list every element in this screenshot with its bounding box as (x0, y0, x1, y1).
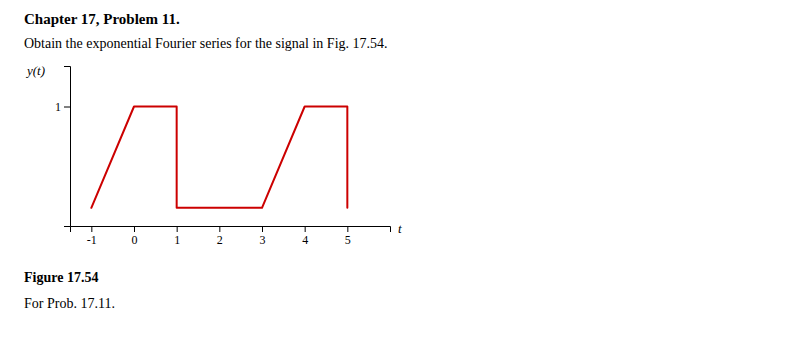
x-tick-label: 1 (174, 233, 180, 247)
annotation: Figure 17.54 (24, 270, 98, 285)
x-tick-mark (347, 226, 348, 232)
x-tick-label: -1 (87, 233, 97, 247)
x-tick-mark (305, 226, 306, 232)
x-tick-mark (134, 226, 135, 232)
y-axis-line (64, 67, 71, 227)
title: Chapter 17, Problem 11. (24, 11, 180, 27)
x-axis-label: t (398, 221, 402, 236)
x-tick-mark (262, 226, 263, 232)
x-tick-label: 0 (132, 233, 138, 247)
x-tick: 4 (302, 226, 308, 247)
y-tick-mark (64, 107, 70, 108)
x-tick-mark (219, 226, 220, 232)
x-tick-mark (91, 226, 92, 232)
x-axis: -1 0 1 2 3 4 5 (71, 226, 391, 247)
y-axis-label: y(t) (25, 63, 45, 78)
subtitle: Obtain the exponential Fourier series fo… (24, 36, 388, 51)
x-tick-mark (177, 226, 178, 232)
y-tick-label: 1 (55, 100, 61, 114)
x-tick-label: 4 (302, 233, 308, 247)
x-tick: 5 (345, 226, 351, 247)
y-axis: 1 (55, 67, 71, 227)
x-tick-label: 2 (217, 233, 223, 247)
chart: Chapter 17, Problem 11. Obtain the expone… (0, 0, 799, 338)
x-tick: 1 (174, 226, 180, 247)
x-tick: 0 (132, 226, 138, 247)
signal-line (91, 107, 347, 208)
x-tick-label: 3 (260, 233, 266, 247)
x-tick: -1 (87, 226, 97, 247)
x-tick: 3 (260, 226, 266, 247)
x-axis-line (71, 227, 391, 233)
x-tick-label: 5 (345, 233, 351, 247)
annotation: For Prob. 17.11. (24, 296, 115, 311)
y-tick: 1 (55, 100, 70, 114)
x-tick: 2 (217, 226, 223, 247)
plot-area (91, 107, 347, 208)
